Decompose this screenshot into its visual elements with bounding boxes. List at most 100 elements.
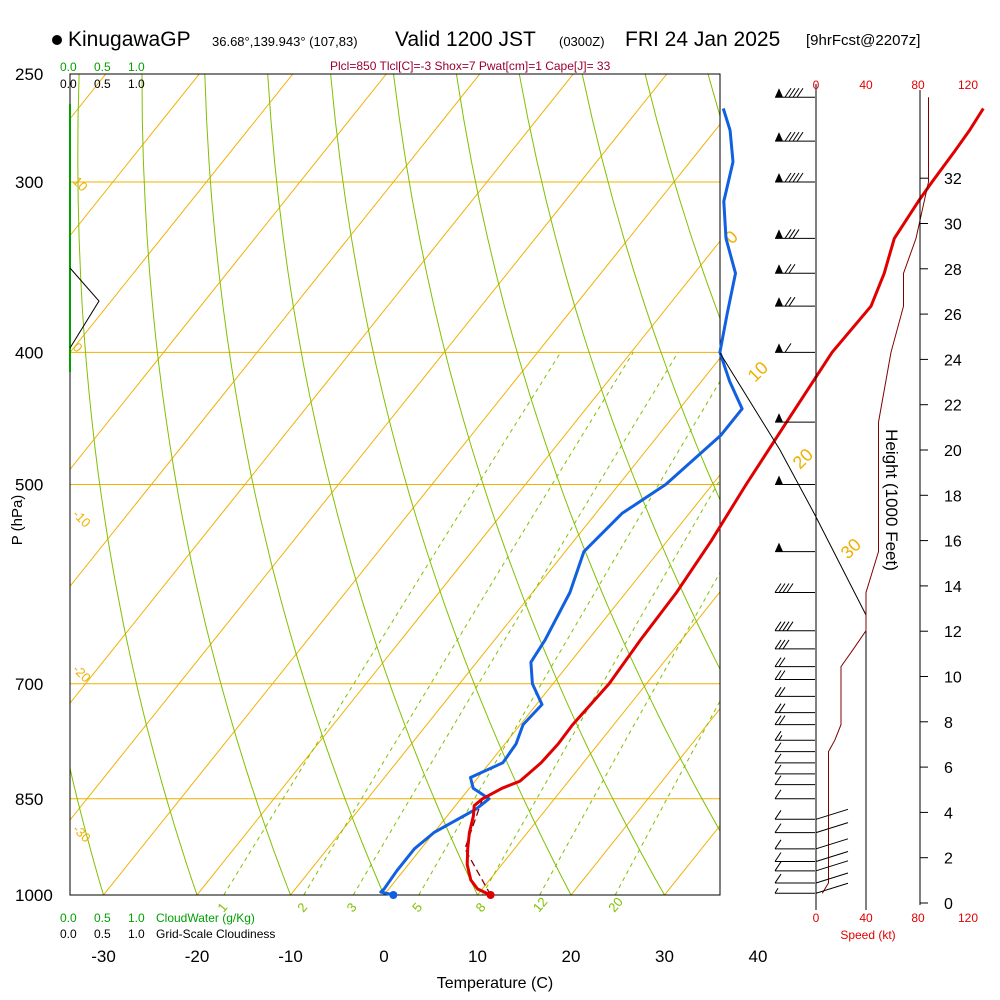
wind-barb <box>774 657 815 668</box>
chart-header: KinugawaGP 36.68°,139.943° (107,83) Vali… <box>0 0 1000 73</box>
wind-barb <box>774 789 815 800</box>
wind-barb-feather <box>774 764 782 775</box>
wind-barb-feather <box>782 583 790 593</box>
wind-barb-feather <box>778 715 786 725</box>
temperature-tick-label: -20 <box>185 947 210 966</box>
wind-barb-feather <box>774 775 782 785</box>
wind-barb-flag <box>775 542 783 552</box>
cloudiness-profile <box>69 267 100 349</box>
wind-barb <box>775 229 815 239</box>
height-tick-label: 10 <box>944 670 962 687</box>
cloudiness-tick-bottom: 1.0 <box>128 927 145 941</box>
dry-adiabat-line <box>70 766 105 895</box>
pressure-tick-label: 700 <box>15 675 43 694</box>
speed-tick-top: 80 <box>911 78 925 92</box>
wind-barb-flag <box>775 475 783 485</box>
stability-indices: Plcl=850 Tlcl[C]=-3 Shox=7 Pwat[cm]=1 Ca… <box>330 59 611 73</box>
forecast-run: [9hrFcst@2207z] <box>806 32 921 49</box>
wind-barb-feather <box>784 87 792 98</box>
dry-adiabat-line <box>77 74 198 895</box>
mixing-ratio-label: 5 <box>409 900 425 915</box>
speed-tick-bottom: 120 <box>958 911 978 925</box>
wind-barb-feather <box>782 639 790 650</box>
wind-barb-half <box>778 734 783 741</box>
dry-adiabat-line <box>518 74 720 671</box>
temperature-tick-label: 20 <box>562 947 581 966</box>
plot-area <box>70 74 1000 895</box>
wind-barb-feather <box>784 343 792 353</box>
station-coordinates: 36.68°,139.943° (107,83) <box>212 34 358 49</box>
temperature-line <box>465 107 985 897</box>
pressure-tick-label: 1000 <box>15 886 53 905</box>
speed-axis-title: Speed (kt) <box>840 928 895 942</box>
cloudiness-label: Grid-Scale Cloudiness <box>156 927 275 941</box>
wind-barb-feather <box>778 687 786 697</box>
wind-barb <box>774 742 815 753</box>
height-tick-label: 2 <box>944 851 953 868</box>
wind-barb <box>774 687 815 697</box>
speed-tick-bottom: 0 <box>813 911 820 925</box>
height-tick-label: 22 <box>944 398 962 415</box>
isotherm-line <box>945 74 1000 895</box>
temperature-tick-label: -10 <box>278 947 303 966</box>
cloud-water-tick-bottom: 1.0 <box>128 911 145 925</box>
wind-barb-feather <box>778 639 786 650</box>
temperature-left-label: -10 <box>70 507 94 531</box>
speed-hatch <box>815 882 849 894</box>
wind-barb <box>774 730 815 741</box>
wind-barb-feather <box>774 670 782 680</box>
wind-barb-feather <box>774 789 782 800</box>
wind-barb <box>774 887 815 894</box>
isotherm-line <box>70 74 294 354</box>
mixing-ratio-label: 8 <box>472 900 488 915</box>
wind-barb <box>774 764 815 775</box>
wind-barb <box>775 296 815 307</box>
height-tick-label: 30 <box>944 217 962 234</box>
dry-adiabat-line <box>204 74 385 895</box>
wind-barb <box>774 861 815 872</box>
x-axis-title: Temperature (C) <box>437 975 553 992</box>
pressure-tick-label: 250 <box>15 65 43 84</box>
height-tick-label: 14 <box>944 579 962 596</box>
wind-barb-feather <box>784 229 792 239</box>
wind-barb <box>775 263 815 274</box>
wind-barb <box>775 87 815 98</box>
temperature-tick-label: 0 <box>379 947 388 966</box>
wind-barb <box>774 839 815 850</box>
cloudiness-tick-bottom: 0.5 <box>94 927 111 941</box>
cloud-water-tick-top: 0.5 <box>94 60 111 74</box>
isotherm-line <box>70 74 387 471</box>
mixing-ratio-line <box>481 478 720 895</box>
panel-boundary-line <box>719 352 867 800</box>
wind-barb <box>774 583 815 593</box>
wind-barb-feather <box>778 621 786 631</box>
mixing-ratio-line <box>352 352 679 895</box>
dry-adiabat-line <box>581 74 720 502</box>
height-tick-label: 16 <box>944 534 962 551</box>
surface-dewpoint-point <box>389 891 398 899</box>
wind-barb-feather <box>774 753 782 764</box>
temperature-left-label: -30 <box>70 822 94 846</box>
height-tick-label: 20 <box>944 443 962 460</box>
wind-barb-feather <box>778 703 786 713</box>
wind-barb-flag <box>775 343 783 353</box>
height-tick-label: 0 <box>944 896 953 913</box>
wind-barb-feather <box>774 823 782 833</box>
wind-barb-feather <box>786 621 794 631</box>
pressure-tick-label: 400 <box>15 343 43 362</box>
temperature-tick-label: 40 <box>749 947 768 966</box>
wind-barb <box>774 852 815 862</box>
wind-barb-feather <box>778 657 786 667</box>
speed-hatch <box>815 808 849 820</box>
speed-tick-bottom: 80 <box>911 911 925 925</box>
wind-barb-feather <box>792 229 800 239</box>
dry-adiabat-line <box>393 74 666 895</box>
wind-barb-flag <box>775 132 783 142</box>
dry-adiabat-line <box>267 74 479 895</box>
valid-date: FRI 24 Jan 2025 <box>625 28 781 51</box>
cloudiness-tick-top: 1.0 <box>128 77 145 91</box>
temperature-tick-label: -30 <box>91 947 116 966</box>
speed-hatch <box>815 822 849 834</box>
station-dot-icon <box>52 35 62 45</box>
